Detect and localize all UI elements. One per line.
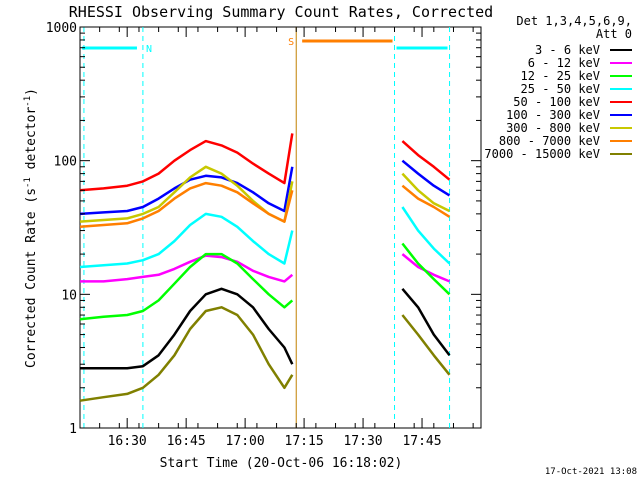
x-tick-label: 16:30 xyxy=(108,434,147,449)
y-axis-label-sup1: -1 xyxy=(23,177,33,188)
series-line-7000-15000-kev xyxy=(79,306,294,402)
y-tick-label: 10 xyxy=(61,288,77,303)
series-line-3-6-kev xyxy=(80,287,294,370)
series-line-800-7000-kev xyxy=(79,181,294,229)
series-line-25-50-kev xyxy=(401,206,451,265)
flag-label-n: N xyxy=(146,44,152,55)
flag-label-s: S xyxy=(288,37,294,48)
timestamp: 17-Oct-2021 13:08 xyxy=(545,467,637,477)
y-axis-label: Corrected Count Rate (s-1 detector-1) xyxy=(23,88,39,368)
series-line-300-800-kev xyxy=(401,172,451,213)
x-tick-label: 17:30 xyxy=(343,434,382,449)
chart-title: RHESSI Observing Summary Count Rates, Co… xyxy=(69,3,493,21)
legend-header-line2: Att 0 xyxy=(596,27,632,41)
series-line-7000-15000-kev xyxy=(401,314,451,376)
series-line-100-300-kev xyxy=(79,166,294,216)
y-axis-label-end: ) xyxy=(24,88,39,96)
series-line-6-12-kev xyxy=(80,254,294,283)
legend-entry-label: 800 - 7000 keV xyxy=(499,134,600,148)
y-tick-label: 100 xyxy=(54,155,77,170)
legend-entry-label: 25 - 50 keV xyxy=(521,82,600,96)
series-line-12-25-kev xyxy=(401,242,451,296)
series-group xyxy=(79,133,451,402)
x-axis: 16:30 16:45 17:00 17:15 17:30 17:45 xyxy=(79,27,474,449)
y-axis-label-mid: detector xyxy=(24,107,39,178)
y-tick-label: 1 xyxy=(69,422,77,437)
legend-entry-label: 50 - 100 keV xyxy=(513,95,600,109)
plot-frame xyxy=(79,26,482,429)
x-tick-label: 16:45 xyxy=(167,434,206,449)
y-axis-label-main: Corrected Count Rate (s xyxy=(24,188,39,368)
legend-header-line1: Det 1,3,4,5,6,9, xyxy=(516,14,632,28)
series-line-12-25-kev xyxy=(79,252,294,321)
series-line-50-100-kev xyxy=(79,133,294,192)
legend-entry-label: 100 - 300 keV xyxy=(506,108,600,122)
flag-bars: NS xyxy=(82,37,448,55)
legend-entry-label: 300 - 800 keV xyxy=(506,121,600,135)
legend-entry-label: 7000 - 15000 keV xyxy=(484,147,600,161)
x-tick-label: 17:00 xyxy=(226,434,265,449)
series-line-300-800-kev xyxy=(79,165,294,223)
legend-entry-label: 12 - 25 keV xyxy=(521,69,600,83)
y-axis: 1 10 100 1000 xyxy=(46,21,481,437)
x-tick-label: 17:15 xyxy=(285,434,324,449)
legend-entry-label: 3 - 6 keV xyxy=(535,43,600,57)
series-line-3-6-kev xyxy=(401,287,451,357)
vertical-markers xyxy=(83,27,451,428)
x-tick-label: 17:45 xyxy=(402,434,441,449)
series-line-50-100-kev xyxy=(401,140,451,181)
x-axis-label: Start Time (20-Oct-06 16:18:02) xyxy=(160,456,403,471)
y-tick-label: 1000 xyxy=(46,21,77,36)
y-axis-label-sup2: -1 xyxy=(23,96,33,107)
series-line-100-300-kev xyxy=(401,159,451,197)
series-line-25-50-kev xyxy=(79,212,294,269)
legend-entry-label: 6 - 12 keV xyxy=(528,56,600,70)
series-line-800-7000-kev xyxy=(401,184,451,218)
